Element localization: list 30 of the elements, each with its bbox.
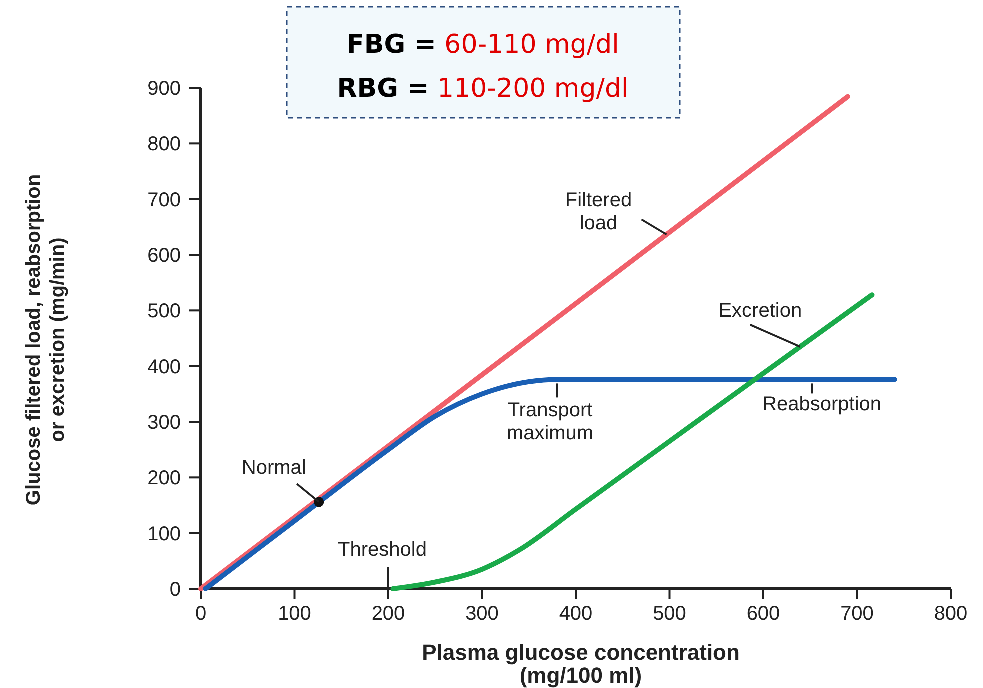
chart-subtitle: RBG = 110-200 mg/dl [337, 74, 629, 104]
x-tick-label: 700 [840, 603, 874, 625]
y-tick-label: 900 [148, 78, 181, 100]
annotation: Normal [242, 457, 306, 480]
y-tick-label: 500 [148, 300, 181, 323]
chart-title: FBG = 60-110 mg/dl [346, 30, 620, 60]
series-label: Filtered load [565, 190, 632, 235]
y-tick-label: 0 [170, 579, 181, 601]
y-axis-title: Glucose filtered load, reabsorption or excretion (mg/min) [23, 174, 69, 506]
y-tick-label: 200 [148, 468, 181, 490]
text-box: FBG = 60-110 mg/dl RBG = 110-200 mg/dl [286, 6, 681, 119]
series-label: Reabsorption [762, 394, 882, 416]
x-tick-label: 100 [278, 603, 312, 625]
y-tick-label: 700 [148, 189, 181, 212]
y-tick-label: 600 [148, 245, 181, 267]
x-axis-title: Plasma glucose concentration (mg/100 ml) [422, 640, 740, 688]
x-tick-label: 500 [653, 603, 686, 625]
series-label: Excretion [718, 300, 802, 322]
x-tick-label: 400 [559, 603, 593, 625]
x-tick-label: 300 [466, 603, 499, 625]
y-tick-label: 800 [148, 134, 181, 156]
y-tick-label: 300 [148, 412, 181, 434]
annotation: Threshold [338, 539, 427, 561]
annotation: Transport maximum [506, 400, 594, 445]
x-tick-label: 600 [746, 603, 780, 625]
y-tick-label: 100 [148, 523, 181, 546]
x-tick-label: 800 [934, 603, 968, 625]
x-tick-label: 200 [372, 603, 406, 625]
y-tick-label: 400 [148, 356, 181, 378]
x-tick-label: 0 [195, 603, 207, 625]
